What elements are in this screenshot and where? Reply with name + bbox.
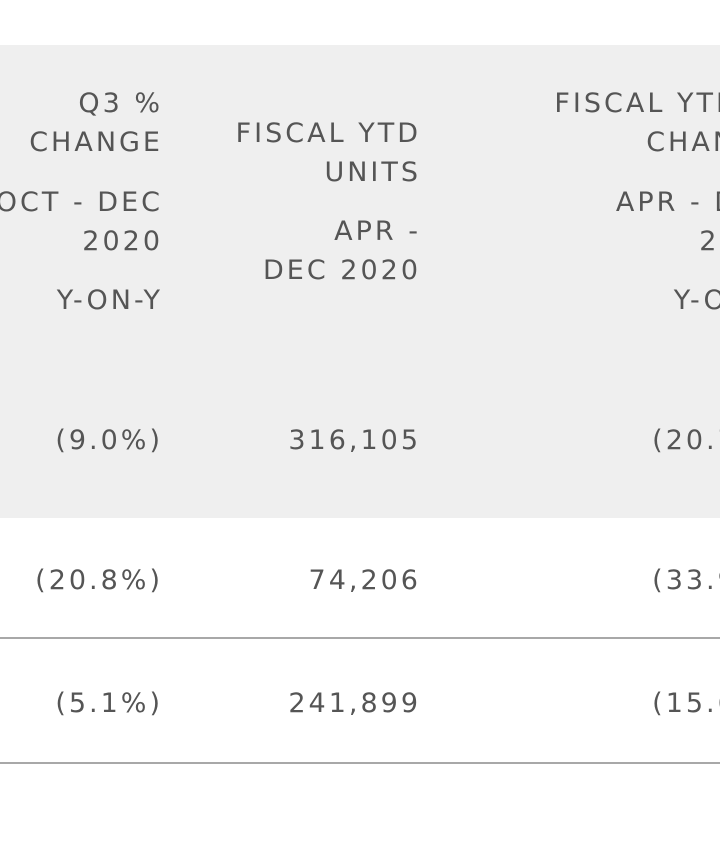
column-period: APR - DEC 2020 (615, 187, 720, 257)
table-cell: (33.9%) (652, 565, 720, 596)
table-cell: (9.0%) (55, 425, 163, 456)
table-cell: (20.8%) (35, 565, 163, 596)
column-period: APR - DEC 2020 (263, 216, 421, 286)
table-cell: (5.1%) (55, 688, 163, 719)
table-cell: 74,206 (308, 565, 421, 596)
column-label: FISCAL YTD UNITS (235, 118, 421, 188)
column-basis: Y-ON-Y (56, 285, 163, 316)
table-cell: (15.6%) (652, 688, 720, 719)
row-divider (0, 637, 720, 639)
column-label: Q3 % CHANGE (29, 88, 163, 158)
table-cell: 316,105 (288, 425, 421, 456)
column-label: FISCAL YTD % CHANGE (554, 88, 720, 158)
column-period: OCT - DEC 2020 (0, 187, 163, 257)
column-basis: Y-ON-Y (673, 285, 720, 316)
table-cell: (20.7%) (652, 425, 720, 456)
header-band (0, 45, 720, 518)
row-divider (0, 762, 720, 764)
table-cell: 241,899 (288, 688, 421, 719)
